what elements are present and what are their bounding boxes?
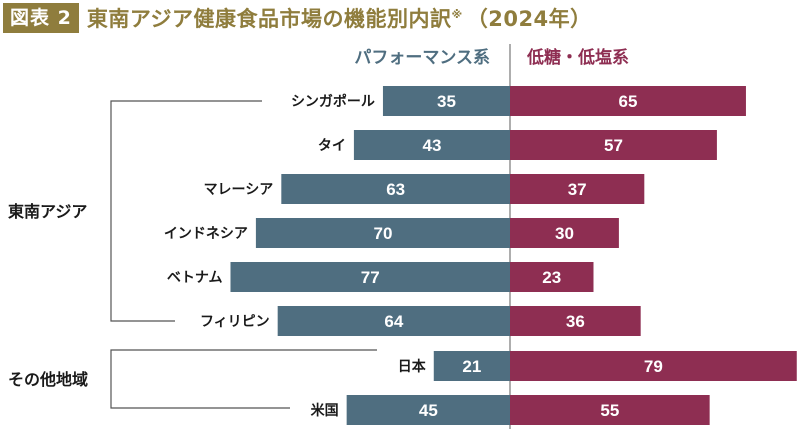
value-label-low-sugar-salt: 65 — [619, 92, 638, 111]
bar-low-sugar-salt — [510, 351, 797, 381]
value-label-low-sugar-salt: 30 — [555, 224, 574, 243]
figure-badge: 図表 2 — [3, 3, 79, 33]
bar-performance — [281, 174, 510, 204]
bar-low-sugar-salt — [510, 174, 645, 204]
bar-performance — [255, 218, 510, 248]
bar-performance — [433, 351, 510, 381]
bar-low-sugar-salt — [510, 395, 710, 425]
group-southeast-asia-label: 東南アジア — [8, 202, 87, 221]
title-text: 東南アジア健康食品市場の機能別内訳※ （2024年） — [87, 3, 592, 33]
value-label-low-sugar-salt: 55 — [600, 401, 619, 420]
category-label: フィリピン — [200, 314, 270, 330]
value-label-low-sugar-salt: 37 — [568, 180, 587, 199]
value-label-low-sugar-salt: 23 — [542, 268, 561, 287]
bar-low-sugar-salt — [510, 306, 641, 336]
bar-performance — [382, 86, 510, 116]
category-label: マレーシア — [204, 182, 274, 198]
category-label: タイ — [318, 138, 346, 154]
value-label-performance: 21 — [462, 357, 481, 376]
category-label: 日本 — [398, 358, 427, 375]
value-label-performance: 63 — [386, 180, 405, 199]
title-note-mark: ※ — [451, 8, 463, 21]
bar-performance — [230, 262, 511, 292]
value-label-performance: 70 — [373, 224, 392, 243]
value-label-performance: 43 — [422, 136, 441, 155]
value-label-low-sugar-salt: 57 — [604, 136, 623, 155]
title-year: （2024年） — [466, 7, 592, 31]
legend-low-sugar-salt: 低糖・低塩系 — [527, 48, 629, 68]
bar-low-sugar-salt — [510, 218, 619, 248]
bar-low-sugar-salt — [510, 86, 746, 116]
bar-performance — [353, 130, 510, 160]
group-other-regions-bracket — [110, 349, 377, 409]
value-label-performance: 35 — [437, 92, 456, 111]
value-label-low-sugar-salt: 36 — [566, 312, 585, 331]
legend-performance: パフォーマンス系 — [354, 48, 490, 68]
group-southeast-asia-bracket — [110, 100, 262, 322]
bar-low-sugar-salt — [510, 130, 717, 160]
value-label-performance: 45 — [419, 401, 438, 420]
value-label-low-sugar-salt: 79 — [644, 357, 663, 376]
value-label-performance: 77 — [361, 268, 380, 287]
bar-low-sugar-salt — [510, 262, 594, 292]
group-other-regions-label: その他地域 — [8, 370, 88, 389]
category-label: 米国 — [311, 402, 339, 419]
value-label-performance: 64 — [384, 312, 403, 331]
category-label: インドネシア — [164, 226, 248, 242]
bar-performance — [277, 306, 510, 336]
title-main: 東南アジア健康食品市場の機能別内訳 — [86, 7, 452, 31]
category-label: シンガポール — [291, 93, 375, 110]
chart-title: 図表 2 東南アジア健康食品市場の機能別内訳※ （2024年） — [3, 3, 592, 33]
bar-performance — [346, 395, 510, 425]
category-label: ベトナム — [167, 270, 223, 286]
